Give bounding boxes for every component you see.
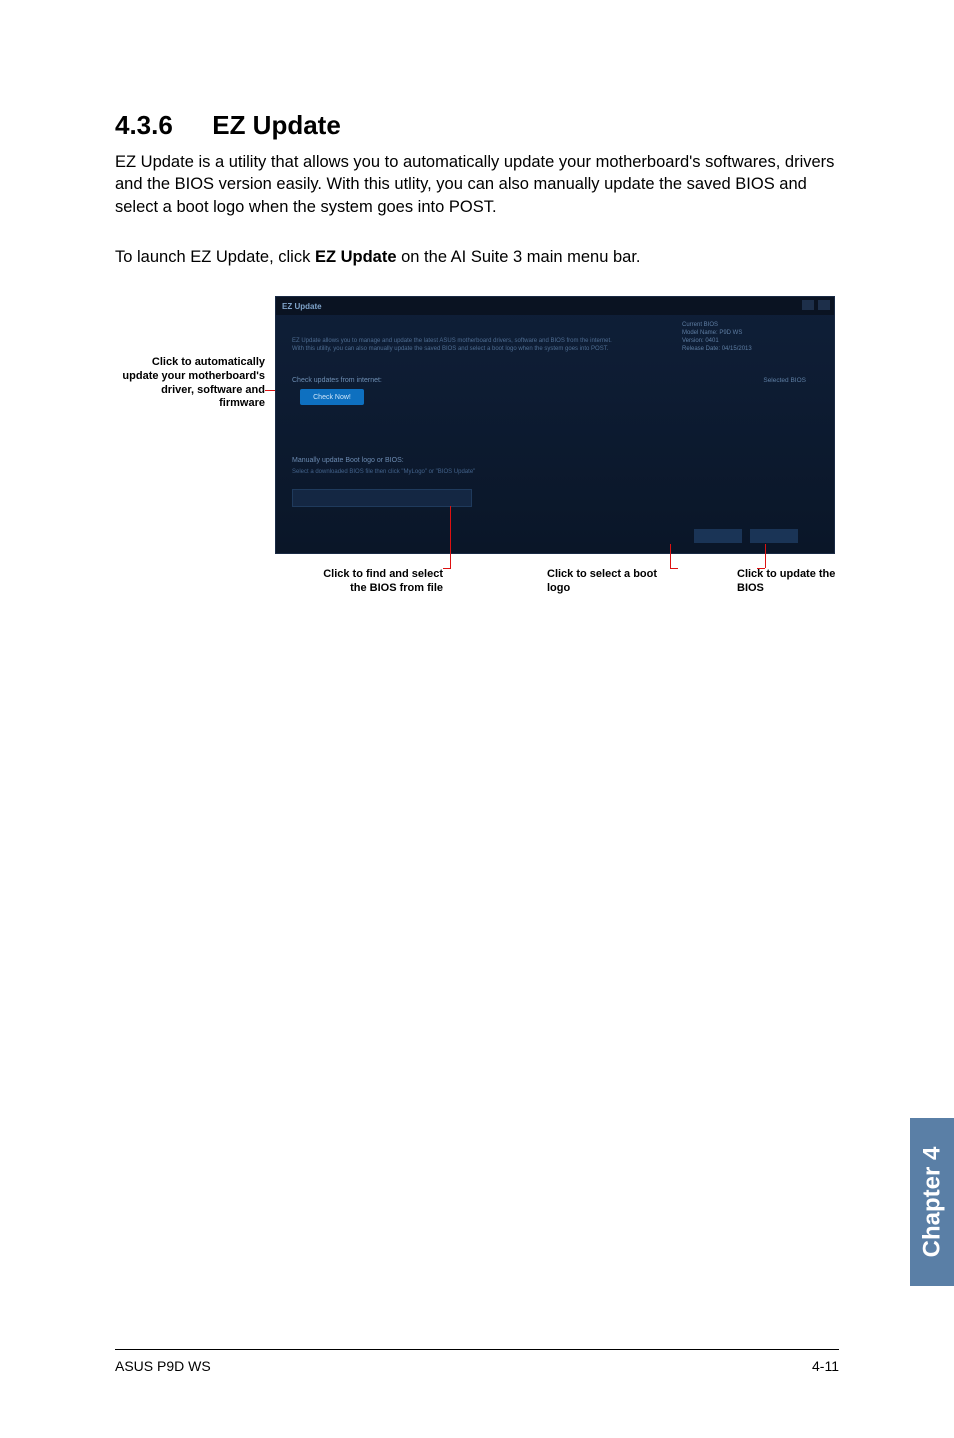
connector-findbios-v bbox=[450, 506, 451, 568]
check-now-button[interactable]: Check Now! bbox=[300, 389, 364, 405]
screenshot-window-title: EZ Update bbox=[282, 302, 322, 311]
connector-findbios-h bbox=[443, 568, 451, 569]
figure-area: Click to automatically update your mothe… bbox=[115, 296, 839, 636]
caption-auto-update: Click to automatically update your mothe… bbox=[115, 356, 265, 411]
chapter-tab-label: Chapter 4 bbox=[918, 1147, 946, 1258]
p2-pre: To launch EZ Update, click bbox=[115, 248, 315, 266]
bios-update-button[interactable] bbox=[750, 529, 798, 543]
caption-find-bios: Click to find and select the BIOS from f… bbox=[323, 568, 443, 596]
paragraph-launch: To launch EZ Update, click EZ Update on … bbox=[115, 246, 839, 268]
ezupdate-screenshot: EZ Update Current BIOS Model Name: P9D W… bbox=[275, 296, 835, 554]
section-title: EZ Update bbox=[212, 110, 341, 140]
section-number: 4.3.6 bbox=[115, 110, 205, 141]
mylogo-button[interactable] bbox=[694, 529, 742, 543]
connector-bootlogo-v bbox=[670, 544, 671, 568]
screenshot-check-label: Check updates from internet: bbox=[292, 377, 382, 384]
screenshot-selected-bios-label: Selected BIOS bbox=[763, 377, 806, 384]
screenshot-description: EZ Update allows you to manage and updat… bbox=[292, 337, 622, 353]
connector-bootlogo-h bbox=[670, 568, 678, 569]
page-footer: ASUS P9D WS 4-11 bbox=[115, 1349, 839, 1374]
bios-file-path-field[interactable] bbox=[292, 489, 472, 507]
screenshot-bios-info: Current BIOS Model Name: P9D WS Version:… bbox=[682, 321, 822, 353]
chapter-tab: Chapter 4 bbox=[910, 1118, 954, 1286]
screenshot-titlebar: EZ Update bbox=[276, 297, 834, 315]
connector-updatebios-v bbox=[765, 544, 766, 568]
p2-bold: EZ Update bbox=[315, 248, 397, 266]
screenshot-manual-line: Select a downloaded BIOS file then click… bbox=[292, 469, 475, 475]
screenshot-manual-label: Manually update Boot logo or BIOS: bbox=[292, 457, 404, 464]
window-close-icon[interactable] bbox=[818, 300, 830, 310]
paragraph-intro: EZ Update is a utility that allows you t… bbox=[115, 151, 839, 218]
caption-boot-logo: Click to select a boot logo bbox=[547, 568, 667, 596]
window-minimize-icon[interactable] bbox=[802, 300, 814, 310]
caption-update-bios: Click to update the BIOS bbox=[737, 568, 847, 596]
footer-left: ASUS P9D WS bbox=[115, 1358, 211, 1374]
p2-post: on the AI Suite 3 main menu bar. bbox=[397, 248, 641, 266]
footer-right: 4-11 bbox=[812, 1358, 839, 1374]
